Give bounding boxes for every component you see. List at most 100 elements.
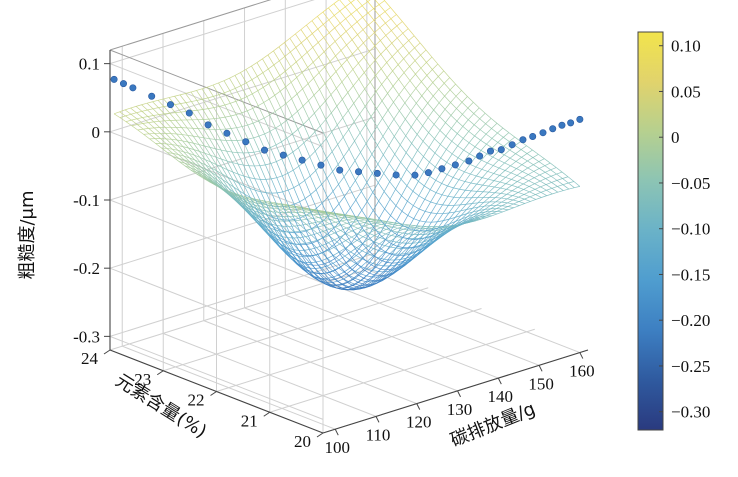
mesh-line [293, 204, 301, 219]
mesh-line [524, 198, 531, 202]
mesh-line [344, 259, 351, 265]
mesh-line [416, 248, 424, 255]
mesh-line [340, 276, 348, 283]
mesh-line [508, 132, 515, 138]
mesh-line [516, 171, 523, 176]
mesh-line [350, 247, 357, 253]
mesh-line [432, 69, 439, 77]
mesh-line [379, 233, 387, 238]
mesh-line [387, 273, 394, 278]
mesh-line [473, 210, 480, 216]
mesh-line [398, 79, 405, 88]
mesh-line [174, 96, 181, 104]
mesh-line [335, 217, 342, 219]
mesh-line [528, 183, 535, 187]
mesh-line [494, 186, 501, 189]
mesh-line [341, 65, 348, 76]
mesh-line [288, 187, 294, 191]
mesh-line [308, 100, 315, 114]
mesh-line [252, 215, 260, 220]
mesh-line [409, 80, 417, 89]
mesh-line [350, 243, 357, 248]
grid-line [109, 0, 315, 65]
x-tick-label: 150 [528, 374, 554, 393]
mesh-line [218, 185, 225, 192]
mesh-line [298, 166, 306, 181]
mesh-line [380, 229, 387, 233]
mesh-line [398, 264, 405, 268]
mesh-line [403, 58, 410, 67]
mesh-line [363, 263, 370, 270]
mesh-line [430, 201, 437, 205]
mesh-line [320, 267, 327, 274]
axes-back-panes [109, 0, 589, 434]
mesh-line [435, 229, 442, 234]
mesh-line [402, 237, 409, 240]
mesh-line [298, 255, 305, 258]
mesh-line [296, 93, 304, 107]
mesh-line [368, 250, 375, 257]
mesh-line [457, 138, 464, 147]
mesh-line [233, 186, 240, 197]
mesh-line [410, 110, 417, 119]
mesh-line [303, 124, 310, 138]
mesh-line [269, 131, 277, 146]
mesh-line [567, 176, 575, 182]
mesh-line [412, 181, 419, 192]
mesh-line [364, 106, 372, 117]
mesh-line [306, 38, 314, 48]
mesh-line [222, 183, 230, 192]
mesh-line [400, 161, 407, 170]
mesh-line [452, 177, 460, 181]
mesh-line [155, 143, 162, 149]
mesh-line [390, 230, 398, 235]
colorbar-tick-label: 0.10 [671, 37, 701, 56]
mesh-line [418, 195, 425, 200]
mesh-line [197, 128, 205, 139]
y-tick-label: 21 [241, 411, 258, 430]
mesh-line [353, 95, 360, 104]
mesh-line [502, 206, 509, 210]
mesh-line [431, 227, 438, 231]
grid-line [109, 48, 376, 133]
mesh-line [125, 121, 133, 127]
colorbar [637, 31, 664, 431]
mesh-line [253, 210, 261, 214]
mesh-line [244, 185, 250, 189]
mesh-line [229, 87, 236, 91]
mesh-line [235, 114, 243, 127]
mesh-line [390, 215, 397, 222]
mesh-line [119, 117, 127, 122]
mesh-line [267, 50, 274, 56]
mesh-line [364, 285, 371, 288]
mesh-line [369, 65, 377, 76]
mesh-line [506, 188, 513, 192]
mesh-line [363, 57, 371, 67]
mesh-line [233, 192, 241, 202]
mesh-line [432, 237, 440, 243]
mesh-line [507, 199, 514, 204]
mesh-line [351, 39, 359, 49]
mesh-line [356, 255, 362, 259]
mesh-line [482, 184, 489, 187]
mesh-line [471, 191, 478, 198]
mesh-line [438, 89, 445, 97]
mesh-line [367, 255, 374, 262]
mesh-line [416, 95, 423, 104]
mesh-line [391, 235, 397, 238]
mesh-line [345, 225, 352, 234]
mesh-line [254, 204, 261, 210]
mesh-line [488, 180, 495, 187]
mesh-line [232, 162, 239, 165]
mesh-line [500, 189, 507, 194]
mesh-line [466, 207, 473, 210]
mesh-line [287, 169, 294, 174]
mesh-line [516, 168, 523, 172]
mesh-line [312, 62, 320, 73]
mesh-line [484, 208, 491, 213]
mesh-line [360, 268, 368, 275]
mesh-line [350, 207, 357, 219]
mesh-line [245, 65, 252, 70]
mesh-line [374, 235, 381, 238]
mesh-line [181, 119, 188, 129]
